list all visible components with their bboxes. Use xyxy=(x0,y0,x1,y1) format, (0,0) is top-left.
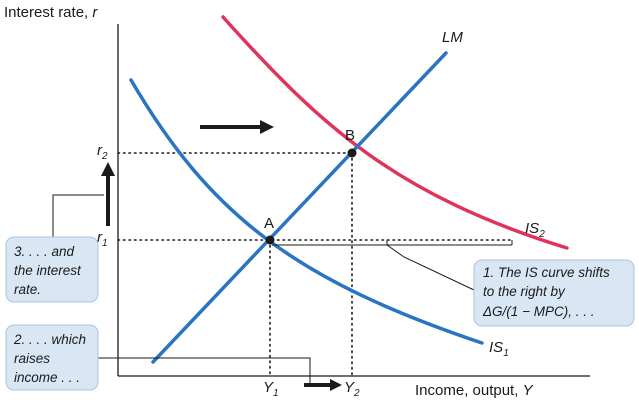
point-b-label: B xyxy=(345,127,355,144)
shift-right-arrow xyxy=(200,120,274,134)
svg-text:ΔG/(1 − MPC), . . .: ΔG/(1 − MPC), . . . xyxy=(482,304,594,319)
y2-tick-label: Y2 xyxy=(344,379,360,399)
svg-text:1. The IS curve shifts: 1. The IS curve shifts xyxy=(483,265,610,280)
lm-curve xyxy=(151,51,448,364)
point-b-marker xyxy=(347,148,357,158)
is1-curve xyxy=(129,78,484,345)
is1-label: IS1 xyxy=(489,339,509,359)
is2-label: IS2 xyxy=(525,220,545,240)
box3-leader xyxy=(52,194,104,237)
r2-tick-label: r2 xyxy=(97,142,108,162)
point-a-label: A xyxy=(264,215,274,232)
svg-text:to the right by: to the right by xyxy=(483,284,566,299)
box2-leader xyxy=(97,357,311,385)
is2-curve xyxy=(221,15,569,250)
callout-box-2: 2. . . . which raises income . . . xyxy=(5,324,99,391)
lm-label: LM xyxy=(442,29,463,46)
svg-text:the interest: the interest xyxy=(14,263,82,278)
point-a-marker xyxy=(265,235,275,245)
svg-text:income . . .: income . . . xyxy=(14,370,80,385)
y1-tick-label: Y1 xyxy=(263,379,279,399)
svg-text:3. . . . and: 3. . . . and xyxy=(14,244,75,259)
interest-rate-up-arrow xyxy=(101,162,115,226)
svg-text:rate.: rate. xyxy=(14,282,41,297)
svg-text:2. . . . which: 2. . . . which xyxy=(13,332,86,347)
box1-leader xyxy=(386,240,475,291)
y-axis-label: Interest rate, r xyxy=(4,4,98,21)
svg-text:raises: raises xyxy=(14,351,50,366)
callout-box-1: 1. The IS curve shifts to the right by Δ… xyxy=(473,259,635,327)
x-axis-label: Income, output, Y xyxy=(415,382,534,399)
callout-box-3: 3. . . . and the interest rate. xyxy=(5,236,99,303)
r1-tick-label: r1 xyxy=(97,229,108,249)
income-right-arrow xyxy=(304,379,342,391)
